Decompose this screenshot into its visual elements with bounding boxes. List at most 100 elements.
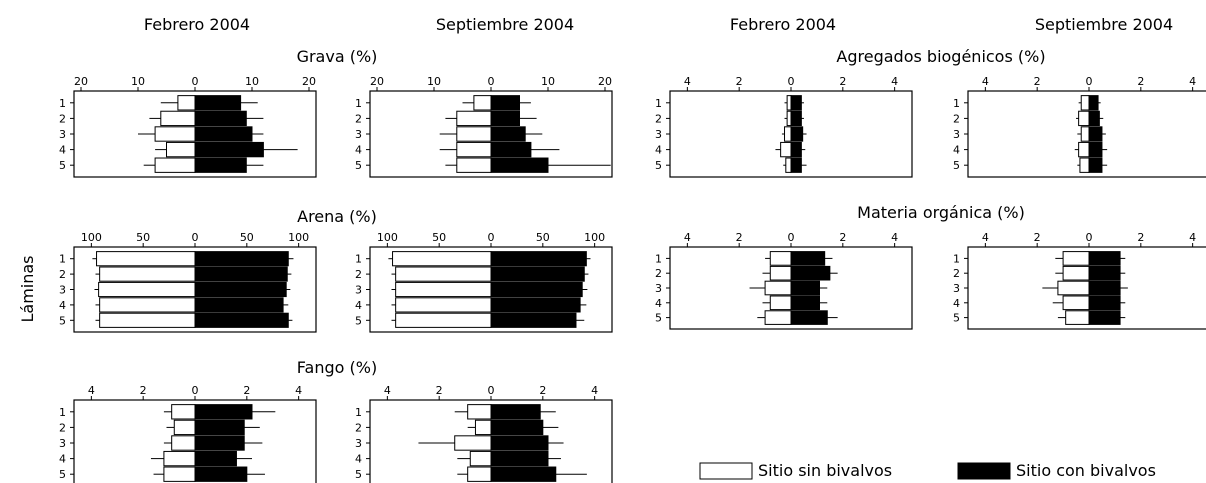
- tick-label: 50: [432, 231, 446, 244]
- bar-sin-bivalvos: [154, 157, 196, 173]
- legend-swatch-sin-bivalvos: [699, 462, 753, 480]
- bar-con-bivalvos: [790, 110, 802, 127]
- bar-con-bivalvos: [1088, 295, 1121, 311]
- tick-label: 50: [240, 231, 254, 244]
- bar-sin-bivalvos: [99, 297, 196, 313]
- bar-sin-bivalvos: [171, 404, 196, 420]
- panel-3: 100 50 0 50 100 1 2 3 4 5: [59, 231, 317, 333]
- bar-sin-bivalvos: [473, 95, 492, 111]
- bar-con-bivalvos: [490, 312, 577, 328]
- panel-8: Agregados biogénicos (%) 4 2 0 2 4 1 2 3 4 5: [836, 47, 1206, 178]
- tick-label: 4: [1189, 75, 1196, 88]
- bar-sin-bivalvos: [764, 310, 792, 325]
- panel-10: Materia orgánica (%) 4 2 0 2 4 1 2 3 4 5: [857, 203, 1206, 330]
- lamina-label-3: 3: [655, 128, 662, 141]
- lamina-label-4: 4: [355, 144, 362, 157]
- bar-con-bivalvos: [194, 435, 245, 451]
- tick-label: 0: [192, 384, 199, 397]
- bar-con-bivalvos: [194, 404, 253, 420]
- panel-title: Grava (%): [297, 47, 378, 66]
- tick-label: 0: [488, 75, 495, 88]
- lamina-label-4: 4: [953, 297, 960, 310]
- bar-sin-bivalvos: [467, 466, 492, 482]
- bar-sin-bivalvos: [780, 141, 792, 158]
- tick-label: 20: [74, 75, 88, 88]
- lamina-label-5: 5: [59, 159, 66, 172]
- bar-sin-bivalvos: [785, 157, 792, 173]
- bar-con-bivalvos: [194, 266, 288, 282]
- bar-sin-bivalvos: [177, 95, 196, 111]
- lamina-label-5: 5: [355, 159, 362, 172]
- lamina-label-1: 1: [355, 406, 362, 419]
- bars: [1042, 251, 1128, 325]
- tick-label: 0: [192, 75, 199, 88]
- bar-sin-bivalvos: [769, 295, 792, 311]
- tick-label: 4: [295, 384, 302, 397]
- tick-label: 100: [377, 231, 398, 244]
- lamina-label-2: 2: [655, 112, 662, 125]
- bar-con-bivalvos: [490, 95, 520, 111]
- lamina-label-2: 2: [953, 112, 960, 125]
- bar-sin-bivalvos: [166, 141, 196, 158]
- panel-6: Fango (%) 4 2 0 2 4 1 2 3 4 5: [297, 358, 613, 483]
- tick-label: 100: [584, 231, 605, 244]
- lamina-label-3: 3: [355, 284, 362, 297]
- lamina-label-5: 5: [355, 314, 362, 327]
- bar-sin-bivalvos: [467, 404, 492, 420]
- lamina-label-4: 4: [355, 299, 362, 312]
- lamina-label-3: 3: [953, 282, 960, 295]
- tick-label: 2: [839, 231, 846, 244]
- bar-sin-bivalvos: [474, 419, 492, 436]
- tick-label: 2: [436, 384, 443, 397]
- bar-con-bivalvos: [790, 265, 831, 281]
- bars: [150, 404, 276, 482]
- lamina-label-3: 3: [59, 437, 66, 450]
- tick-label: 0: [788, 231, 795, 244]
- bar-sin-bivalvos: [1062, 265, 1090, 281]
- bar-sin-bivalvos: [163, 450, 196, 467]
- panel-9: 4 2 0 2 4 1 2 3 4 5: [655, 231, 913, 330]
- bar-con-bivalvos: [790, 157, 802, 173]
- lamina-label-2: 2: [655, 267, 662, 280]
- bar-con-bivalvos: [490, 281, 583, 298]
- tick-label: 50: [136, 231, 150, 244]
- y-axis-label: Láminas: [18, 255, 37, 322]
- tick-label: 0: [1086, 75, 1093, 88]
- bar-sin-bivalvos: [786, 110, 792, 127]
- bar-con-bivalvos: [194, 157, 247, 173]
- panel-2: Grava (%) 20 10 0 10 20 1 2 3 4 5: [297, 47, 613, 178]
- bar-sin-bivalvos: [99, 266, 196, 282]
- lamina-label-2: 2: [59, 421, 66, 434]
- panel-title: Agregados biogénicos (%): [836, 47, 1045, 66]
- bars: [418, 404, 587, 482]
- bar-sin-bivalvos: [173, 419, 196, 436]
- tick-label: 20: [598, 75, 612, 88]
- tick-label: 0: [488, 384, 495, 397]
- bar-con-bivalvos: [490, 450, 549, 467]
- bar-sin-bivalvos: [1062, 251, 1090, 266]
- bar-con-bivalvos: [1088, 280, 1121, 296]
- lamina-label-3: 3: [953, 128, 960, 141]
- bar-sin-bivalvos: [1080, 95, 1090, 111]
- bar-con-bivalvos: [194, 110, 247, 127]
- tick-label: 2: [839, 75, 846, 88]
- lamina-label-1: 1: [655, 97, 662, 110]
- tick-label: 20: [370, 75, 384, 88]
- bar-con-bivalvos: [194, 297, 284, 313]
- tick-label: 10: [245, 75, 259, 88]
- lamina-label-5: 5: [655, 312, 662, 325]
- bar-con-bivalvos: [790, 141, 802, 158]
- column-header-2: Septiembre 2004: [436, 15, 574, 34]
- bar-sin-bivalvos: [99, 312, 196, 328]
- bar-sin-bivalvos: [163, 466, 196, 482]
- bar-con-bivalvos: [490, 297, 581, 313]
- bar-sin-bivalvos: [395, 297, 492, 313]
- lamina-label-2: 2: [355, 421, 362, 434]
- bars: [439, 95, 611, 173]
- tick-label: 10: [427, 75, 441, 88]
- bar-sin-bivalvos: [1078, 141, 1090, 158]
- lamina-label-1: 1: [59, 253, 66, 266]
- lamina-label-4: 4: [355, 453, 362, 466]
